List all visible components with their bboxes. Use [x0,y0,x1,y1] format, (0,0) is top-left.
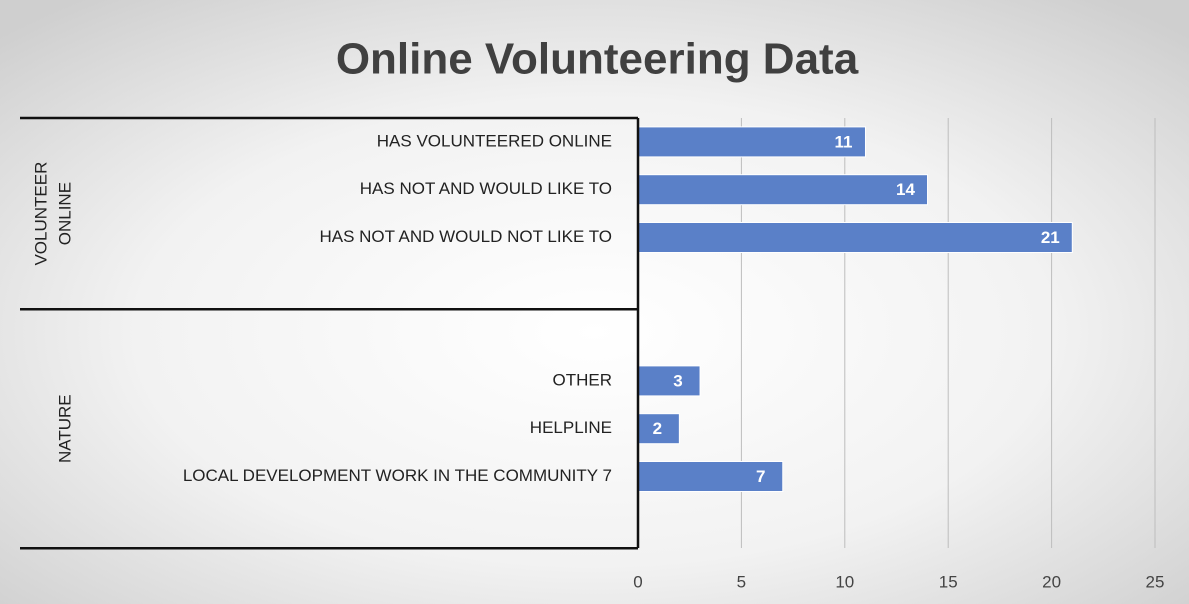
bar [637,365,701,397]
data-label: 11 [834,132,852,151]
bar [637,126,866,158]
x-tick-label: 25 [1146,572,1165,591]
data-label: 21 [1041,228,1060,247]
group-label: NATURE [55,394,74,463]
y-tick-label: HAS NOT AND WOULD NOT LIKE TO [319,227,612,246]
data-label: 7 [756,467,765,486]
y-tick-label: HAS VOLUNTEERED ONLINE [377,131,612,150]
data-label: 2 [653,419,662,438]
bar [637,222,1073,253]
bar [637,461,784,492]
x-tick-label: 20 [1042,572,1061,591]
chart-title: Online Volunteering Data [336,35,859,84]
y-tick-label: HAS NOT AND WOULD LIKE TO [360,179,612,198]
y-tick-label: LOCAL DEVELOPMENT WORK IN THE COMMUNITY … [183,466,612,485]
y-tick-label: HELPLINE [530,418,612,437]
x-tick-label: 0 [633,572,642,591]
x-tick-label: 15 [939,572,958,591]
x-tick-label: 10 [835,572,854,591]
group-label: VOLUNTEER [31,162,50,266]
y-tick-label: OTHER [553,370,613,389]
data-label: 14 [896,180,915,199]
data-label: 3 [673,371,682,390]
bar [637,174,929,206]
x-tick-label: 5 [737,572,746,591]
group-label: ONLINE [55,182,74,245]
